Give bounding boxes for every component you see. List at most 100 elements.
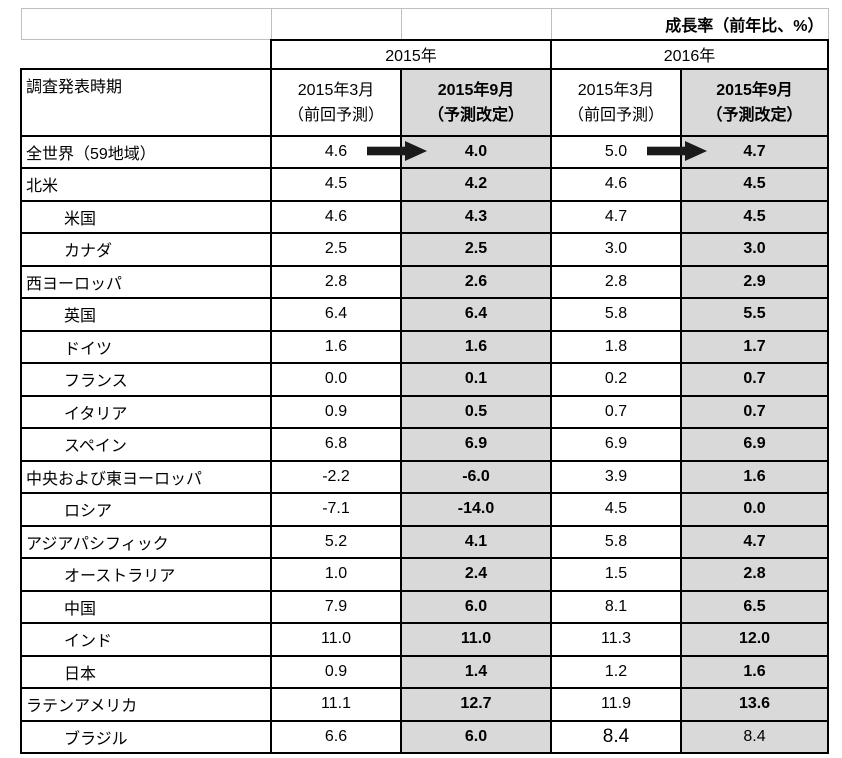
value-cell: 6.9 xyxy=(550,427,682,462)
empty-cell xyxy=(400,8,552,40)
row-label: 北米 xyxy=(20,167,272,202)
value-cell: 11.0 xyxy=(400,622,552,657)
table-row: ロシア -7.1 -14.0 4.5 0.0 xyxy=(20,492,830,527)
row-label: 日本 xyxy=(20,654,272,689)
value-cell: 5.8 xyxy=(550,524,682,559)
year-2016-header: 2016年 xyxy=(549,38,830,70)
value-cell: 1.5 xyxy=(550,557,682,592)
table-row: 日本 0.9 1.4 1.2 1.6 xyxy=(20,654,830,689)
row-label: フランス xyxy=(20,362,272,397)
header-line: （前回予測） xyxy=(567,107,664,124)
col-header-2016-revised: 2015年9月 （予測改定） xyxy=(679,67,830,137)
table-row: 中央および東ヨーロッパ -2.2 -6.0 3.9 1.6 xyxy=(20,459,830,494)
table-row: スペイン 6.8 6.9 6.9 6.9 xyxy=(20,427,830,462)
row-label: ドイツ xyxy=(20,329,272,364)
table-row: ブラジル 6.6 6.0 8.4 8.4 xyxy=(20,719,830,754)
value-cell: 5.5 xyxy=(679,297,830,332)
row-label: ロシア xyxy=(20,492,272,527)
header-line: （予測改定） xyxy=(706,107,803,124)
table-row: インド 11.0 11.0 11.3 12.0 xyxy=(20,622,830,657)
value-cell: 5.8 xyxy=(550,297,682,332)
value-cell: 7.9 xyxy=(270,589,402,624)
value-cell: 1.0 xyxy=(270,557,402,592)
survey-period-label: 調査発表時期 xyxy=(20,67,272,137)
value-cell: 0.9 xyxy=(270,394,402,429)
table-row: 米国 4.6 4.3 4.7 4.5 xyxy=(20,199,830,234)
value-cell: 5.2 xyxy=(270,524,402,559)
value-cell: 4.5 xyxy=(679,167,830,202)
value-cell: 8.4 xyxy=(550,719,682,754)
title-row: 成長率（前年比、%） xyxy=(20,8,829,40)
value-cell: 4.5 xyxy=(679,199,830,234)
value-cell: 0.2 xyxy=(550,362,682,397)
table-row: 英国 6.4 6.4 5.8 5.5 xyxy=(20,297,830,332)
value-cell: 3.0 xyxy=(550,232,682,267)
row-label: イタリア xyxy=(20,394,272,429)
table-row: 西ヨーロッパ 2.8 2.6 2.8 2.9 xyxy=(20,264,830,299)
value-cell: -7.1 xyxy=(270,492,402,527)
row-label: スペイン xyxy=(20,427,272,462)
value-cell: 6.4 xyxy=(270,297,402,332)
year-row: 2015年 2016年 xyxy=(21,38,830,70)
value-cell: 4.2 xyxy=(400,167,552,202)
header-line: （予測改定） xyxy=(427,107,524,124)
value-cell: 2.6 xyxy=(400,264,552,299)
value-cell: 11.1 xyxy=(270,687,402,722)
col-header-2015-prev: 2015年3月 （前回予測） xyxy=(270,67,402,137)
row-label: ブラジル xyxy=(20,719,272,754)
forecast-table: 成長率（前年比、%） 2015年 2016年 調査発表時期 2015年3月 （前… xyxy=(20,8,830,754)
value-cell: 4.3 xyxy=(400,199,552,234)
value-cell: 1.6 xyxy=(270,329,402,364)
table-row: オーストラリア 1.0 2.4 1.5 2.8 xyxy=(20,557,830,592)
value-cell: 2.9 xyxy=(679,264,830,299)
value-cell: 12.0 xyxy=(679,622,830,657)
col-header-2016-prev: 2015年3月 （前回予測） xyxy=(550,67,682,137)
value-cell: 8.4 xyxy=(679,719,830,754)
empty-cell xyxy=(270,8,402,40)
value-cell: 6.9 xyxy=(400,427,552,462)
value-cell: 4.1 xyxy=(400,524,552,559)
value-cell: 4.6 xyxy=(270,199,402,234)
value-cell: 3.9 xyxy=(550,459,682,494)
header-line: 2015年3月 xyxy=(577,82,655,99)
value-cell: 1.8 xyxy=(550,329,682,364)
row-label: アジアパシフィック xyxy=(20,524,272,559)
value-cell: 0.9 xyxy=(270,654,402,689)
value-cell: 4.7 xyxy=(550,199,682,234)
value-cell: 1.7 xyxy=(679,329,830,364)
value-cell: 0.0 xyxy=(679,492,830,527)
table-row: 全世界（59地域） 4.6 4.0 5.0 4.7 xyxy=(20,134,830,169)
value-cell: 0.7 xyxy=(679,394,830,429)
value-cell: 4.6 xyxy=(550,167,682,202)
value-cell: 6.6 xyxy=(270,719,402,754)
row-label: 米国 xyxy=(20,199,272,234)
value-cell: 2.8 xyxy=(550,264,682,299)
value-cell: 4.7 xyxy=(679,134,830,169)
table-row: 北米 4.5 4.2 4.6 4.5 xyxy=(20,167,830,202)
value-cell: 4.5 xyxy=(550,492,682,527)
table-row: アジアパシフィック 5.2 4.1 5.8 4.7 xyxy=(20,524,830,559)
table-row: ドイツ 1.6 1.6 1.8 1.7 xyxy=(20,329,830,364)
value-cell: 1.6 xyxy=(679,459,830,494)
value-cell: 2.8 xyxy=(679,557,830,592)
col-header-2015-revised: 2015年9月 （予測改定） xyxy=(400,67,552,137)
empty-cell xyxy=(20,8,272,40)
value-cell: 0.0 xyxy=(270,362,402,397)
table-row: 中国 7.9 6.0 8.1 6.5 xyxy=(20,589,830,624)
table-row: カナダ 2.5 2.5 3.0 3.0 xyxy=(20,232,830,267)
value-cell: 4.5 xyxy=(270,167,402,202)
row-label: オーストラリア xyxy=(20,557,272,592)
value-cell: 5.0 xyxy=(550,134,682,169)
growth-table: 成長率（前年比、%） 2015年 2016年 調査発表時期 2015年3月 （前… xyxy=(20,8,830,754)
value-cell: 4.7 xyxy=(679,524,830,559)
header-line: （前回予測） xyxy=(287,107,384,124)
value-cell: 2.5 xyxy=(400,232,552,267)
value-cell: 1.6 xyxy=(400,329,552,364)
year-2015-header: 2015年 xyxy=(270,38,552,70)
empty-cell xyxy=(21,40,271,69)
row-label: 英国 xyxy=(20,297,272,332)
value-cell: 11.9 xyxy=(550,687,682,722)
table-row: ラテンアメリカ 11.1 12.7 11.9 13.6 xyxy=(20,687,830,722)
value-cell: -2.2 xyxy=(270,459,402,494)
value-cell: 8.1 xyxy=(550,589,682,624)
